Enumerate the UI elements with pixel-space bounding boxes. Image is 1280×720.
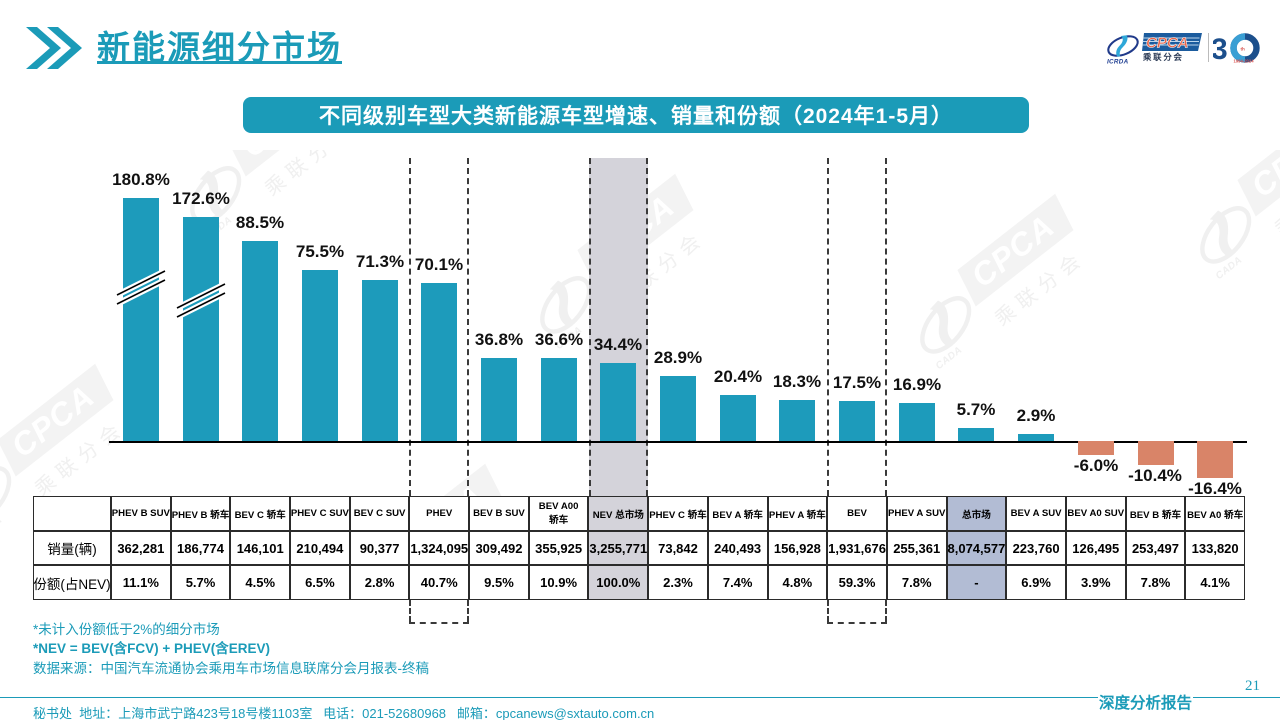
svg-text:th: th: [1241, 47, 1246, 52]
svg-text:ICRDA: ICRDA: [1107, 59, 1129, 65]
svg-text:1994-2024: 1994-2024: [1234, 59, 1255, 64]
svg-text:乘联分会: 乘联分会: [1142, 52, 1184, 62]
svg-text:3: 3: [1213, 33, 1228, 66]
svg-text:CPCA: CPCA: [1146, 35, 1189, 52]
